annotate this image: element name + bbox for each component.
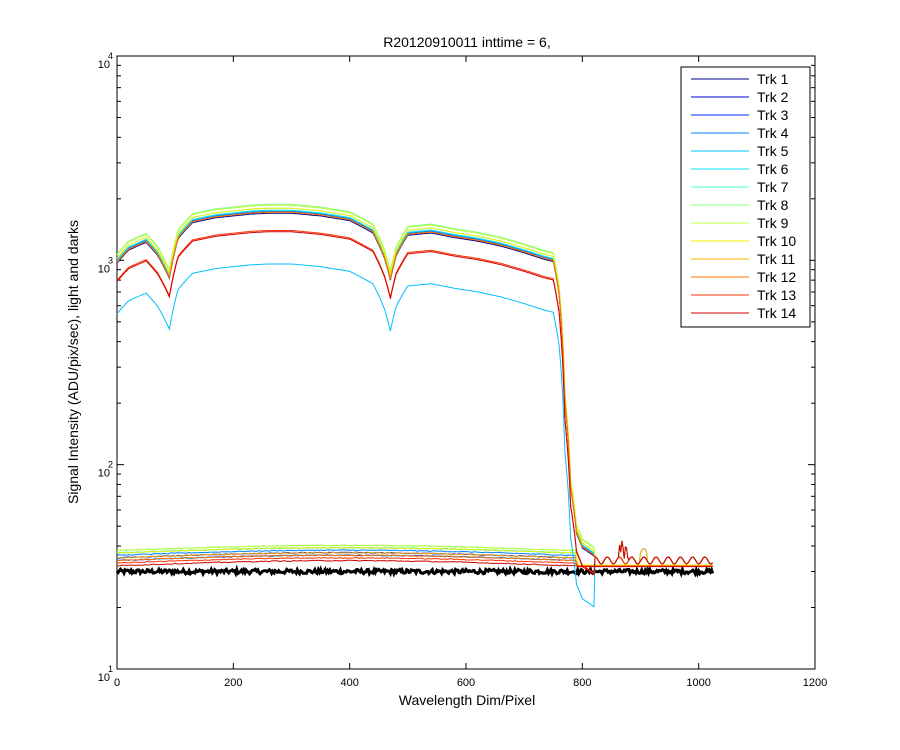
legend: Trk 1 Trk 2 Trk 3 Trk 4 Trk 5 Trk 6 Trk 7 Trk 8… xyxy=(680,66,811,328)
legend-label-4: Trk 4 xyxy=(757,125,789,141)
y-tick-label: 10 xyxy=(98,263,110,275)
legend-label-8: Trk 8 xyxy=(757,197,789,213)
legend-label-1: Trk 1 xyxy=(757,71,789,87)
legend-label-3: Trk 3 xyxy=(757,107,789,123)
series-line-14 xyxy=(116,231,713,576)
x-tick-label: 800 xyxy=(573,677,591,689)
y-tick-label: 10 xyxy=(98,672,110,684)
chart-title: R20120910011 inttime = 6, xyxy=(383,34,550,50)
legend-box xyxy=(680,66,811,328)
legend-label-7: Trk 7 xyxy=(757,179,789,195)
y-tick-exponent: 2 xyxy=(108,460,113,470)
dark-floor-line xyxy=(115,564,715,578)
legend-label-2: Trk 2 xyxy=(757,89,789,105)
y-axis-label: Signal Intensity (ADU/pix/sec), light an… xyxy=(65,220,81,504)
y-tick-exponent: 3 xyxy=(108,255,113,265)
y-tick-exponent: 1 xyxy=(108,664,113,674)
legend-label-6: Trk 6 xyxy=(757,161,789,177)
legend-label-12: Trk 12 xyxy=(757,269,796,285)
x-tick-label: 1000 xyxy=(686,677,710,689)
legend-label-11: Trk 11 xyxy=(757,251,795,267)
legend-label-10: Trk 10 xyxy=(757,233,796,249)
legend-label-13: Trk 13 xyxy=(757,287,796,303)
y-tick-exponent: 4 xyxy=(108,51,113,61)
dark-line-10 xyxy=(116,546,713,566)
x-tick-label: 1200 xyxy=(803,677,827,689)
x-tick-label: 0 xyxy=(114,677,120,689)
x-tick-label: 200 xyxy=(224,677,242,689)
x-tick-label: 400 xyxy=(340,677,358,689)
x-axis-label: Wavelength Dim/Pixel xyxy=(399,692,535,708)
dark-line-14 xyxy=(116,559,713,568)
legend-label-5: Trk 5 xyxy=(757,143,789,159)
y-tick-label: 10 xyxy=(98,59,110,71)
series-lines xyxy=(115,203,715,608)
x-tick-label: 600 xyxy=(457,677,475,689)
y-tick-label: 10 xyxy=(98,468,110,480)
legend-label-14: Trk 14 xyxy=(757,305,796,321)
legend-label-9: Trk 9 xyxy=(757,215,789,231)
